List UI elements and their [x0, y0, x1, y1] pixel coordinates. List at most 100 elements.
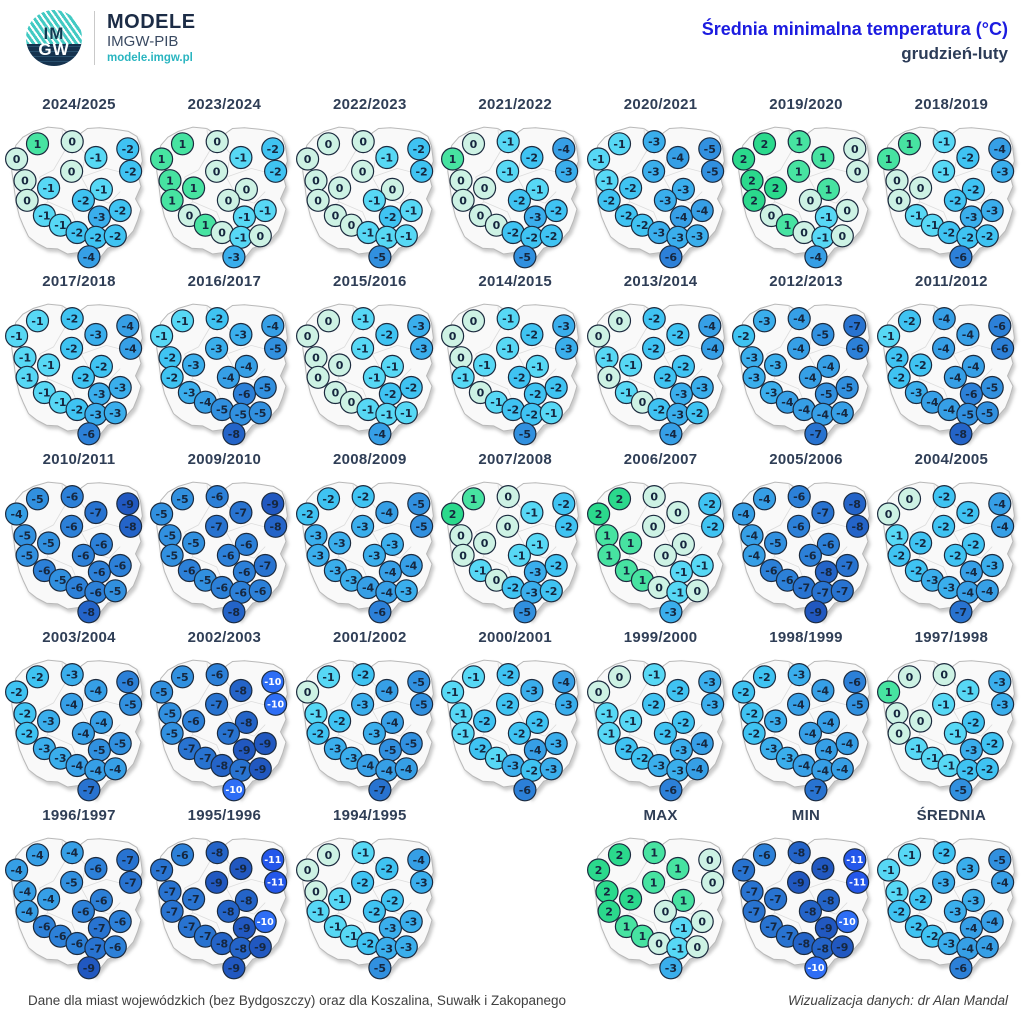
city-value: -1 [531, 360, 543, 373]
city-circle-białystok [264, 159, 288, 183]
city-value: 1 [885, 153, 893, 166]
city-circle-warszawa [962, 177, 986, 202]
city-circle-warszawa [671, 532, 695, 557]
city-value: -3 [966, 744, 978, 757]
city-circle-łódź [362, 365, 386, 389]
city-circle-koszalin [171, 487, 195, 511]
logo-url-link[interactable]: modele.imgw.pl [107, 51, 193, 64]
city-circle-poznań [618, 887, 642, 911]
city-value: -5 [166, 549, 178, 562]
city-circle-poznań [473, 531, 497, 555]
city-value: -4 [997, 520, 1010, 533]
city-value: -6 [95, 538, 108, 551]
city-value: -8 [235, 942, 247, 955]
city-value: -7 [223, 727, 235, 740]
city-circle-suwałki [406, 314, 431, 338]
map-1995-1996: 1995/1996 -7 -6 -8 -9 -11 -11 -9 -7 -7 -8 -7 -8 -9 -10… [150, 806, 297, 980]
city-value: -3 [748, 371, 760, 384]
city-circle-koszalin [898, 132, 922, 156]
city-value: -3 [526, 586, 538, 599]
voivodeship-border [517, 167, 560, 178]
voivodeship-border [662, 344, 705, 355]
city-circle-toruń [59, 336, 84, 360]
city-circle-koszalin [898, 665, 922, 689]
voivodeship-border [808, 167, 851, 178]
city-value: -9 [255, 941, 267, 954]
city-value: 0 [359, 136, 367, 149]
city-value: -5 [259, 381, 271, 394]
poland-map: -4-4 -4-6-7-7-5-4-4 -6-4 -6-7 -6-6-6-6 -7 -6-9 [5, 837, 143, 980]
city-value: -1 [950, 727, 962, 740]
city-circle-gdańsk [205, 663, 230, 687]
city-value: -2 [507, 226, 519, 239]
city-circle-rzeszów [976, 401, 1000, 425]
city-value: -4 [10, 508, 23, 521]
city-circle-poznań [473, 176, 497, 200]
city-circle-gdańsk [205, 130, 230, 154]
city-circle-łódź [653, 188, 677, 212]
city-circle-koszalin [25, 843, 50, 867]
city-circle-zielona-góra [887, 721, 912, 745]
city-value: 0 [449, 330, 457, 343]
city-value: -2 [915, 359, 927, 372]
city-value: -1 [345, 930, 357, 943]
city-circle-szczecin [295, 680, 319, 704]
voivodeship-border [371, 344, 414, 355]
city-circle-toruń [59, 692, 84, 716]
city-value: 0 [894, 175, 902, 188]
city-value: -5 [114, 737, 126, 750]
city-value: -2 [927, 930, 939, 943]
city-value: -2 [384, 211, 396, 224]
city-circle-rzeszów [830, 935, 854, 959]
city-value: -2 [513, 371, 525, 384]
city-value: -1 [545, 407, 557, 420]
city-circle-suwałki [116, 492, 140, 516]
city-circle-zielona-góra [451, 365, 475, 389]
map-2023-2024: 2023/2024 1 1 0 -1 -2 -2 0 1 1 0 1 0 -1 -1 0 1 0 -1 0 -3 [150, 95, 297, 269]
city-value: -3 [54, 752, 66, 765]
city-value: -1 [600, 175, 612, 188]
city-circle-koszalin [752, 487, 777, 511]
city-value: -3 [415, 342, 427, 355]
city-value: 1 [202, 219, 210, 232]
city-circle-białystok [991, 159, 1015, 183]
city-circle-olsztyn [229, 856, 253, 881]
city-circle-poznań [763, 531, 788, 555]
city-circle-białystok [264, 870, 288, 894]
city-value: -2 [647, 698, 659, 711]
city-value: 1 [605, 549, 613, 562]
city-value: -3 [765, 742, 777, 755]
city-circle-szczecin [732, 680, 756, 704]
map-2000-2001: 2000/2001 -1 -1 -2 -3 -4 -3 -2 -1 -2 -2 -1 -2 -4 -3 -2-… [441, 628, 588, 802]
city-value: -4 [938, 313, 951, 326]
city-value: -4 [95, 716, 108, 729]
city-value: 0 [706, 854, 714, 867]
city-circle-olsztyn [229, 322, 253, 347]
city-value: -1 [322, 671, 334, 684]
city-value: 1 [795, 165, 803, 178]
city-circle-poznań [36, 176, 61, 200]
city-value: -4 [804, 727, 817, 740]
city-circle-zielona-góra [742, 543, 766, 567]
map-title: 1995/1996 [187, 807, 262, 824]
city-circle-rzeszów [976, 579, 1000, 603]
city-value: -6 [994, 320, 1007, 333]
city-circle-koszalin [171, 665, 195, 689]
city-value: 0 [615, 315, 623, 328]
logo-navy-stripes [26, 43, 82, 66]
city-value: -3 [400, 585, 412, 598]
city-circle-toruń [205, 870, 229, 894]
city-value: -1 [21, 371, 33, 384]
map-2021-2022: 2021/2022 1 0 -1 -2 -4 -3 -1 0 0 -1 0 -2 -3 -2 0 0 -2 -2 -2… [441, 95, 588, 269]
city-value: -8 [241, 894, 253, 907]
city-value: -5 [384, 744, 396, 757]
city-value: 0 [894, 708, 902, 721]
city-value: -8 [228, 428, 240, 441]
city-value: -1 [927, 752, 939, 765]
city-value: -6 [90, 862, 103, 875]
city-circle-rzeszów [249, 579, 273, 603]
city-circle-warszawa [816, 888, 841, 913]
city-value: 0 [312, 352, 320, 365]
city-circle-białystok [555, 692, 579, 716]
city-circle-lublin [980, 553, 1005, 578]
